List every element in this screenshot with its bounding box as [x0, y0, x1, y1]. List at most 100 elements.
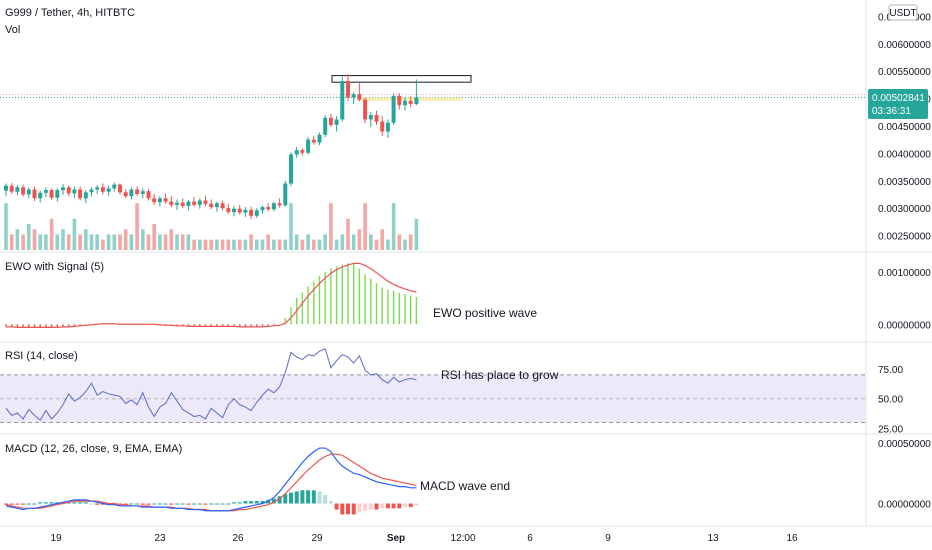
candle-down: [163, 198, 168, 202]
ewo-legend[interactable]: EWO with Signal (5): [5, 261, 104, 273]
rsi-annotation[interactable]: RSI has place to grow: [441, 368, 559, 382]
macd-histogram-bar: [32, 503, 37, 505]
candle-up: [243, 209, 248, 213]
volume-bar: [391, 203, 396, 250]
macd-histogram-bar: [271, 498, 276, 504]
time-axis-label[interactable]: 29: [311, 533, 323, 544]
rsi-axis-label[interactable]: 75.00: [878, 365, 903, 376]
time-axis-label[interactable]: 19: [50, 533, 62, 544]
macd-histogram-bar: [209, 503, 214, 505]
volume-legend[interactable]: Vol: [5, 24, 20, 36]
macd-annotation[interactable]: MACD wave end: [420, 479, 510, 493]
macd-histogram-bar: [214, 503, 219, 505]
macd-histogram-bar: [414, 503, 419, 506]
price-axis-label[interactable]: 0.00300000: [878, 204, 931, 215]
candle-down: [408, 100, 413, 105]
macd-histogram-bar: [175, 503, 179, 505]
volume-bar: [260, 239, 265, 250]
macd-histogram-bar: [368, 503, 373, 510]
candle-up: [175, 202, 179, 205]
candle-down: [397, 95, 402, 106]
macd-axis-label[interactable]: 0.00050000: [878, 439, 931, 450]
price-axis-label[interactable]: 0.00600000: [878, 40, 931, 51]
volume-bar: [78, 234, 82, 250]
macd-histogram-bar: [243, 501, 248, 504]
price-axis-label[interactable]: 0.00250000: [878, 232, 931, 243]
symbol-legend[interactable]: G999 / Tether, 4h, HITBTC: [5, 7, 135, 19]
candle-up: [271, 203, 276, 210]
volume-bar: [334, 239, 339, 250]
volume-bar: [255, 239, 259, 250]
macd-histogram-bar: [72, 502, 77, 504]
volume-bar: [141, 229, 145, 250]
price-axis-label[interactable]: 0.00450000: [878, 122, 931, 133]
volume-bar: [146, 234, 151, 250]
volume-bar: [112, 234, 117, 250]
macd-histogram-bar: [146, 503, 151, 505]
rsi-axis-label[interactable]: 50.00: [878, 395, 903, 406]
volume-bar: [27, 224, 31, 250]
volume-bar: [266, 234, 270, 250]
time-axis-label[interactable]: 26: [232, 533, 244, 544]
volume-bar: [72, 218, 77, 250]
volume-bar: [32, 229, 37, 250]
candle-down: [237, 208, 242, 213]
volume-bar: [175, 234, 179, 250]
ewo-axis-label[interactable]: 0.00100000: [878, 268, 931, 279]
ewo-signal-line: [6, 262, 417, 328]
time-axis-label[interactable]: Sep: [387, 533, 405, 544]
time-axis-label[interactable]: 16: [786, 533, 798, 544]
ewo-annotation[interactable]: EWO positive wave: [433, 306, 537, 320]
macd-histogram-bar: [397, 503, 402, 509]
candle-up: [283, 183, 288, 206]
rsi-axis-label[interactable]: 25.00: [878, 424, 903, 435]
drawing-zones[interactable]: [331, 75, 472, 101]
candle-up: [140, 191, 145, 194]
resistance-box[interactable]: [331, 75, 472, 83]
price-axis-label[interactable]: 0.00350000: [878, 177, 931, 188]
macd-histogram-bar: [334, 503, 339, 510]
candle-up: [83, 192, 88, 199]
time-axis-labels[interactable]: 19 23 26 29 Sep 12:00 6 9 13 16: [50, 533, 798, 544]
volume-bar: [357, 229, 362, 250]
price-axis-label[interactable]: 0.00550000: [878, 67, 931, 78]
candle-down: [9, 185, 14, 192]
last-price-tag[interactable]: [868, 89, 928, 119]
candle-up: [391, 95, 396, 123]
macd-series: [4, 447, 419, 515]
macd-histogram-bar: [328, 501, 333, 504]
macd-legend[interactable]: MACD (12, 26, close, 9, EMA, EMA): [5, 443, 182, 455]
currency-badge-label: USDT: [889, 8, 916, 19]
volume-bar: [209, 239, 213, 250]
rsi-legend[interactable]: RSI (14, close): [5, 350, 78, 362]
price-axis-labels[interactable]: 0.006500000.006000000.005500000.00500000…: [878, 12, 931, 510]
macd-axis-label[interactable]: 0.00000000: [878, 500, 931, 511]
ewo-axis-label[interactable]: 0.00000000: [878, 320, 931, 331]
candle-up: [4, 185, 8, 191]
candle-down: [363, 99, 368, 120]
time-axis-label[interactable]: 9: [605, 533, 611, 544]
currency-badge[interactable]: [888, 4, 918, 21]
volume-bar: [21, 234, 25, 250]
candle-up: [351, 94, 356, 98]
candle-up: [157, 198, 162, 203]
candle-up: [106, 188, 111, 192]
time-axis-label[interactable]: 6: [527, 533, 533, 544]
candle-up: [214, 203, 219, 208]
time-axis-label[interactable]: 13: [707, 533, 719, 544]
candle-up: [61, 187, 65, 191]
macd-histogram-bar: [374, 503, 379, 510]
support-zone[interactable]: [362, 97, 462, 101]
macd-histogram-bar: [129, 503, 134, 505]
price-axis-label[interactable]: 0.00400000: [878, 149, 931, 160]
macd-histogram-bar: [140, 503, 145, 505]
volume-bar: [163, 234, 168, 250]
volume-bar: [289, 203, 293, 250]
macd-histogram-bar: [83, 502, 88, 504]
candle-down: [192, 201, 197, 205]
time-axis-label[interactable]: 12:00: [450, 533, 475, 544]
macd-histogram-bar: [78, 502, 83, 504]
macd-histogram-bar: [294, 491, 299, 504]
time-axis-label[interactable]: 23: [154, 533, 166, 544]
